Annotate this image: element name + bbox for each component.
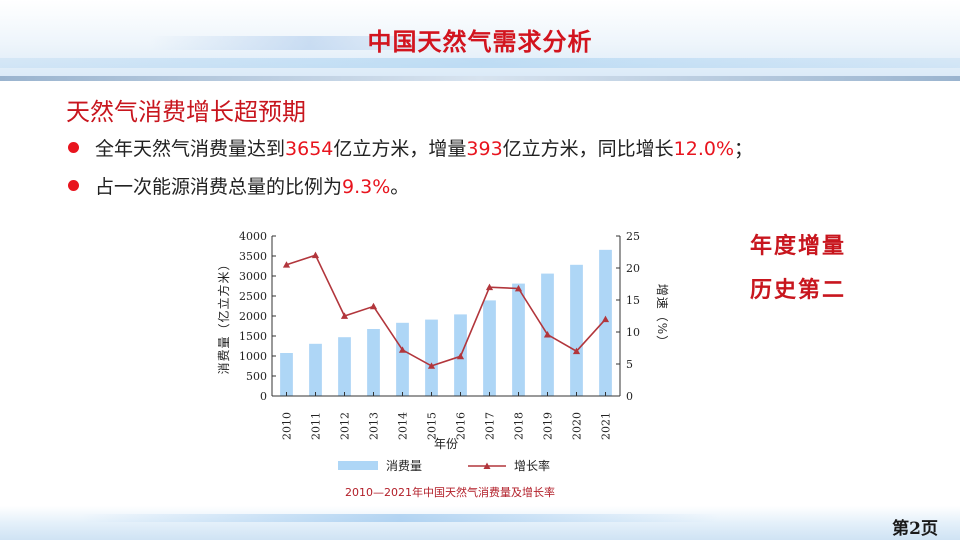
slide-subtitle: 天然气消费增长超预期 [66,98,306,126]
x-tick-label: 2011 [310,412,323,440]
bullet-highlight: 12.0% [673,138,735,160]
y-tick-label: 4000 [239,230,267,243]
y-tick-label: 3500 [239,250,267,263]
bullet-highlight: 393 [466,138,503,160]
y2-tick-label: 20 [626,262,640,275]
consumption-chart: 0 500 1000 1500 2000 2500 3000 3500 4000 0 5 10 15 20… [216,230,669,473]
bullet-text: 。 [390,176,410,198]
bar-2017 [483,300,496,396]
x-tick-label: 2015 [426,412,439,440]
bar-2012 [338,337,351,396]
bullet-highlight: 9.3% [342,176,391,198]
legend-bar-swatch [338,461,378,470]
bar-2013 [367,329,380,396]
bullet-text: 亿立方米，同比增长 [502,138,674,160]
x-tick-label: 2019 [542,412,555,440]
bar-2021 [599,249,612,396]
x-tick-label: 2013 [368,412,381,440]
bullet-text: 全年天然气消费量达到 [95,138,286,160]
bullet-text: 亿立方米，增量 [333,138,467,160]
x-tick-label: 2018 [513,412,526,440]
x-tick-label: 2016 [455,412,468,440]
header-decoration [150,36,470,50]
growth-rate-point-2011 [311,251,320,259]
x-tick-label: 2020 [571,412,584,440]
growth-rate-point-2012 [340,312,349,319]
x-tick-label: 2021 [600,412,613,440]
footer-band [0,506,960,540]
bar-2015 [425,319,438,396]
footer-decoration [80,514,720,522]
side-note: 年度增量 [750,233,847,259]
bullet-text: 占一次能源消费总量的比例为 [95,176,343,198]
header-band [0,0,960,81]
legend-bar-label: 消费量 [386,459,422,473]
y-tick-label: 500 [246,370,267,383]
y-tick-label: 3000 [239,270,267,283]
y2-tick-label: 25 [626,230,640,243]
growth-rate-point-2017 [485,283,494,291]
y-tick-label: 1000 [239,350,267,363]
chart-caption: 2010—2021年中国天然气消费量及增长率 [345,486,555,499]
y-axis-title: 消费量（亿立方米） [216,257,231,374]
growth-rate-point-2010 [282,261,291,268]
growth-rate-point-2019 [543,330,552,338]
bullet-dot-icon [68,180,79,191]
header-divider [0,76,960,81]
page-number: 第2页 [892,519,938,539]
y2-tick-label: 0 [626,390,633,403]
y2-axis-title: 增速（%） [655,284,669,348]
x-tick-label: 2014 [397,412,410,440]
y-tick-label: 0 [260,390,267,403]
x-tick-label: 2012 [339,412,352,440]
growth-rate-point-2016 [456,352,465,360]
bullet-item: 占一次能源消费总量的比例为9.3%。 [68,172,409,199]
growth-rate-point-2020 [572,347,581,355]
side-note: 历史第二 [750,277,847,303]
y2-tick-label: 5 [626,358,633,371]
growth-rate-point-2015 [427,362,436,369]
growth-rate-point-2018 [514,284,523,292]
legend-line-marker [483,462,491,469]
growth-rate-point-2014 [398,346,407,353]
growth-rate-line [286,254,607,367]
bullet-text: ； [734,138,754,160]
y2-tick-label: 10 [626,326,640,339]
y-tick-label: 2000 [239,310,267,323]
y2-tick-label: 15 [626,294,640,307]
header-decoration [0,58,960,68]
bullet-dot-icon [68,142,79,153]
bar-2018 [512,283,525,396]
y-tick-label: 1500 [239,330,267,343]
bar-2020 [570,264,583,396]
slide-title: 中国天然气需求分析 [367,28,593,56]
x-tick-label: 2010 [281,412,294,440]
bar-2014 [396,322,409,396]
bullet-item: 全年天然气消费量达到3654亿立方米，增量393亿立方米，同比增长12.0%； [68,134,753,161]
y-tick-label: 2500 [239,290,267,303]
legend-line-label: 增长率 [514,458,550,473]
bar-2010 [280,353,293,396]
x-axis-title: 年份 [434,437,458,451]
bar-2011 [309,343,322,396]
growth-rate-point-2013 [369,302,378,310]
x-tick-label: 2017 [484,412,497,440]
growth-rate-point-2021 [601,315,610,323]
bullet-highlight: 3654 [285,138,334,160]
